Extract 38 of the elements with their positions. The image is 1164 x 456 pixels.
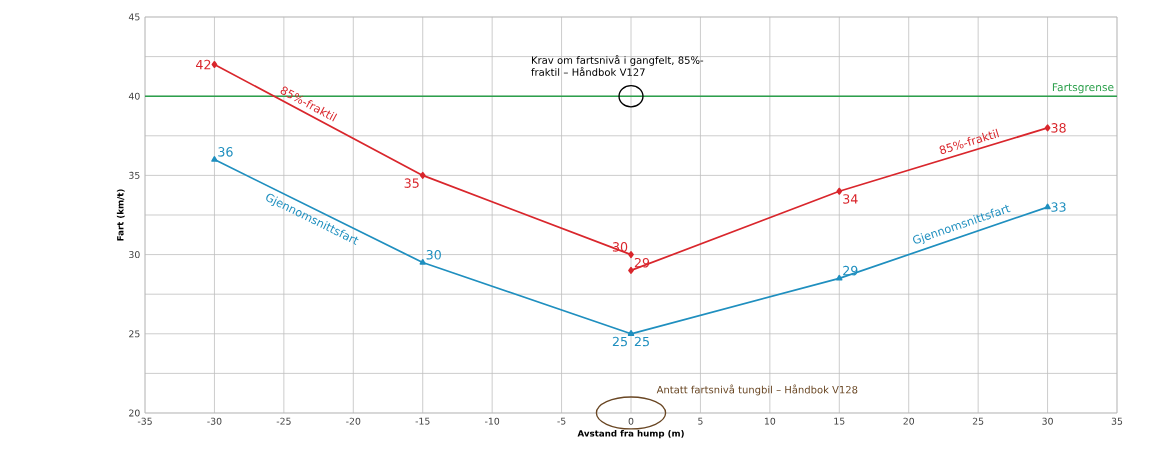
x-tick-label: -30 (207, 417, 222, 425)
x-tick-label: -35 (137, 417, 152, 425)
x-tick-label: 10 (764, 417, 776, 425)
x-tick-label: 15 (834, 417, 845, 425)
data-label: 29 (843, 265, 858, 276)
x-tick-label: 30 (1042, 417, 1053, 425)
y-tick-label: 40 (128, 92, 140, 100)
x-tick-label: -10 (484, 417, 500, 425)
data-label: 30 (426, 249, 441, 260)
data-label: 33 (1051, 202, 1066, 212)
data-label: 34 (843, 194, 858, 204)
x-tick-label: 0 (628, 417, 634, 425)
x-tick-label: 5 (698, 417, 703, 425)
y-tick-label: 30 (129, 251, 140, 259)
data-label: 42 (196, 59, 211, 70)
data-label: 35 (404, 178, 419, 188)
y-tick-label: 35 (129, 171, 140, 179)
y-tick-label: 25 (129, 330, 140, 338)
y-axis-title: Fart (km/t) (116, 189, 125, 241)
annotation: Antatt fartsnivå tungbil – Håndbok V128 (656, 384, 858, 396)
x-tick-label: -5 (557, 417, 566, 425)
x-tick-label: 25 (972, 417, 984, 425)
data-label: 29 (634, 257, 650, 268)
x-tick-label: -20 (346, 417, 361, 425)
data-label: 25 (612, 336, 627, 347)
ref-line-label: Fartsgrense (1052, 83, 1114, 94)
y-tick-label: 20 (129, 409, 140, 417)
x-tick-label: 35 (1111, 417, 1123, 425)
data-label: 25 (634, 336, 649, 347)
data-label: 36 (218, 147, 233, 157)
annotation: Krav om fartsnivå i gangfelt, 85%-fraktil – Håndbok V127 (531, 55, 704, 76)
data-label: 30 (612, 242, 628, 252)
x-tick-label: -15 (415, 417, 430, 425)
x-tick-label: -25 (276, 417, 291, 425)
x-tick-label: 20 (903, 417, 915, 425)
x-axis-title: Avstand fra hump (m) (577, 429, 684, 439)
data-label: 38 (1051, 123, 1066, 133)
y-tick-label: 45 (128, 13, 140, 21)
